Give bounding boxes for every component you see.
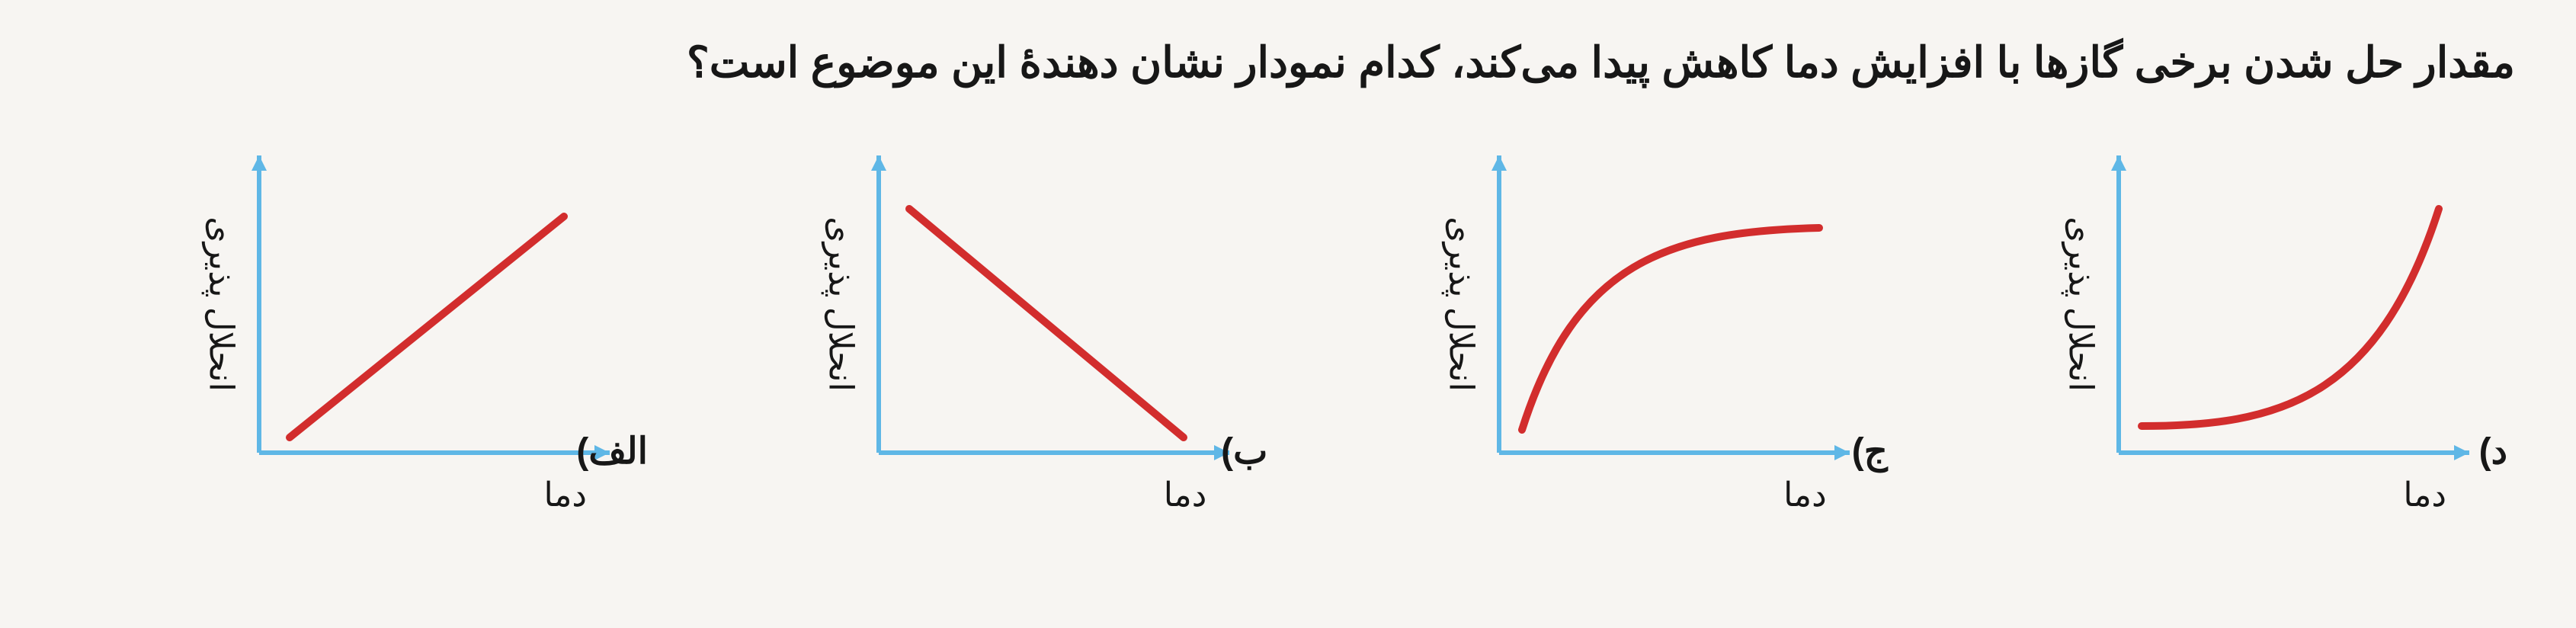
chart-option-d: انحلال پذیری د) دما bbox=[1936, 125, 2500, 552]
chart-option-b: انحلال پذیری ب) دما bbox=[696, 125, 1260, 552]
x-axis-label-b: دما bbox=[1164, 476, 1207, 514]
charts-row: انحلال پذیری الف) دما انحلال پذیری ب) دم bbox=[61, 125, 2515, 552]
axes-c: انحلال پذیری bbox=[1441, 155, 1850, 460]
y-axis-label: انحلال پذیری bbox=[1441, 216, 1479, 392]
chart-svg-b: انحلال پذیری bbox=[787, 125, 1260, 506]
chart-svg-d: انحلال پذیری bbox=[2027, 125, 2500, 506]
chart-option-c: انحلال پذیری ج) دما bbox=[1316, 125, 1880, 552]
curve-c bbox=[1522, 228, 1819, 430]
y-axis-label: انحلال پذیری bbox=[2062, 216, 2100, 392]
curve-a bbox=[290, 216, 564, 437]
y-axis-label: انحلال پذیری bbox=[202, 216, 240, 392]
chart-svg-c: انحلال پذیری bbox=[1408, 125, 1880, 506]
page: مقدار حل شدن برخی گازها با افزایش دما کا… bbox=[0, 0, 2576, 628]
chart-svg-a: انحلال پذیری bbox=[168, 125, 640, 506]
option-label-b: ب) bbox=[1221, 430, 1267, 473]
axes-a: انحلال پذیری bbox=[202, 155, 610, 460]
question-text: مقدار حل شدن برخی گازها با افزایش دما کا… bbox=[61, 30, 2515, 95]
chart-option-a: انحلال پذیری الف) دما bbox=[76, 125, 640, 552]
x-axis-label-c: دما bbox=[1783, 476, 1827, 514]
option-label-d: د) bbox=[2479, 430, 2507, 473]
x-axis-label-a: دما bbox=[543, 476, 587, 514]
curve-b bbox=[909, 209, 1184, 437]
x-axis-label-d: دما bbox=[2403, 476, 2446, 514]
option-label-c: ج) bbox=[1852, 430, 1888, 473]
option-label-a: الف) bbox=[576, 430, 648, 473]
curve-d bbox=[2142, 209, 2439, 426]
y-axis-label: انحلال پذیری bbox=[822, 216, 860, 392]
